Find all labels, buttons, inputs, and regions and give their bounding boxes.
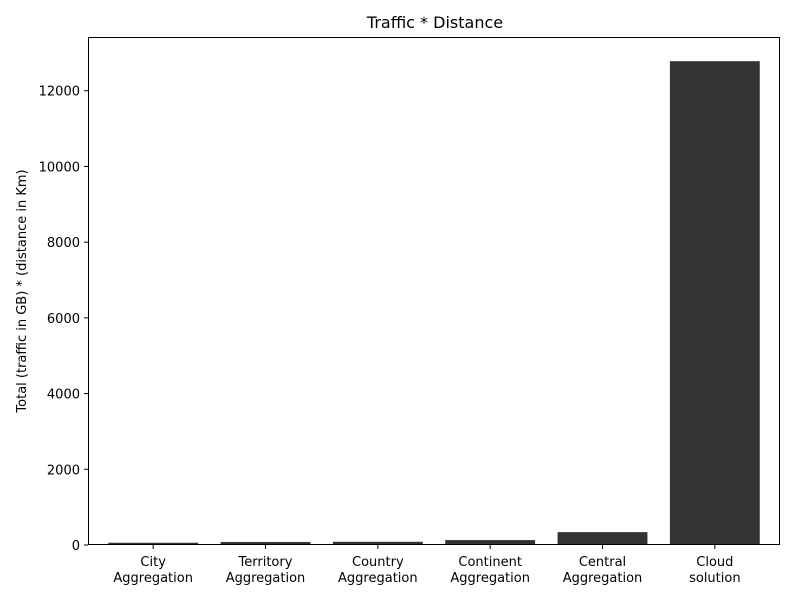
- y-tick-label: 4000: [47, 388, 80, 403]
- x-tick-label: Aggregation: [563, 571, 643, 586]
- bars-group: [108, 61, 760, 545]
- bar: [445, 540, 536, 545]
- bar: [669, 61, 760, 545]
- x-tick-label: Aggregation: [338, 571, 418, 586]
- x-tick-label: Aggregation: [226, 571, 306, 586]
- bar: [220, 541, 311, 545]
- y-tick-label: 0: [72, 539, 80, 554]
- x-tick-label: Cloud: [696, 555, 733, 570]
- x-tick-label: Aggregation: [113, 571, 193, 586]
- plot-area-frame: [88, 37, 780, 545]
- x-tick-label: solution: [689, 571, 740, 586]
- x-tick-label: Central: [579, 555, 626, 570]
- y-tick-label: 6000: [47, 312, 80, 327]
- x-tick-label: Aggregation: [450, 571, 530, 586]
- x-ticks-group: CityAggregationTerritoryAggregationCount…: [113, 545, 741, 586]
- bar: [108, 542, 199, 545]
- y-tick-label: 8000: [47, 236, 80, 251]
- chart-title: Traffic * Distance: [366, 13, 503, 32]
- y-tick-label: 10000: [39, 160, 80, 175]
- y-tick-label: 2000: [47, 463, 80, 478]
- y-tick-label: 12000: [39, 85, 80, 100]
- x-tick-label: Continent: [458, 555, 522, 570]
- bar: [332, 541, 423, 545]
- x-tick-label: Territory: [238, 555, 293, 570]
- y-axis-label: Total (traffic in GB) * (distance in Km): [15, 169, 30, 413]
- x-tick-label: City: [140, 555, 166, 570]
- y-ticks-group: 0 2000 4000 6000 8000 10000 12000: [39, 85, 88, 554]
- x-tick-label: Country: [352, 555, 404, 570]
- bar: [557, 532, 648, 545]
